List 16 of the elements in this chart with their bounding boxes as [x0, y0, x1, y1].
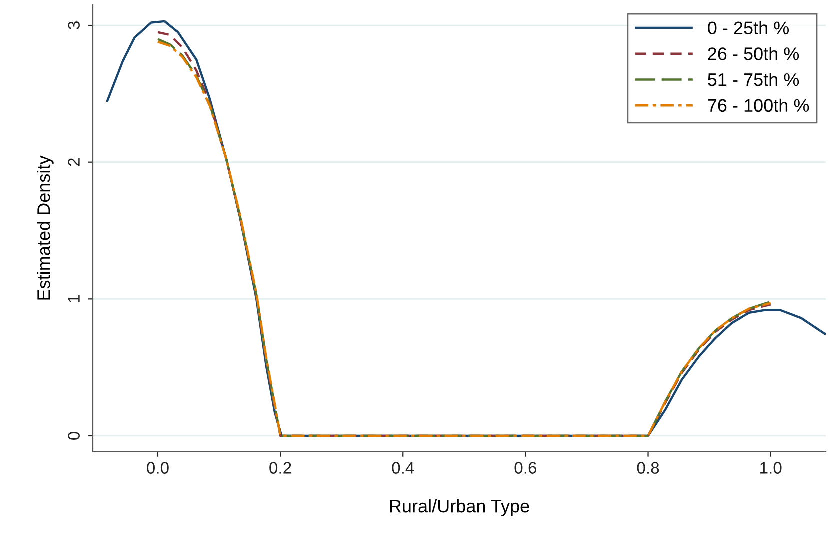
x-tick-label: 0.4: [392, 462, 414, 474]
legend-label: 26 - 50th %: [708, 47, 800, 60]
x-axis-title: Rural/Urban Type: [390, 499, 530, 516]
y-tick-label: 3: [68, 22, 80, 30]
x-tick-label: 1.0: [760, 462, 782, 474]
x-tick-label: 0.8: [637, 462, 660, 474]
legend-label: 0 - 25th %: [708, 21, 790, 35]
x-tick-label: 0.2: [270, 462, 292, 474]
legend-label: 76 - 100th %: [708, 98, 810, 112]
y-tick-label: 1: [68, 295, 80, 303]
y-axis-title: Estimated Density: [37, 156, 54, 300]
x-tick-label: 0.6: [514, 462, 537, 474]
y-tick-label: 0: [68, 432, 80, 440]
y-tick-label: 2: [68, 158, 80, 166]
x-tick-label: 0.0: [147, 462, 169, 474]
legend-label: 51 - 75th %: [708, 72, 800, 86]
